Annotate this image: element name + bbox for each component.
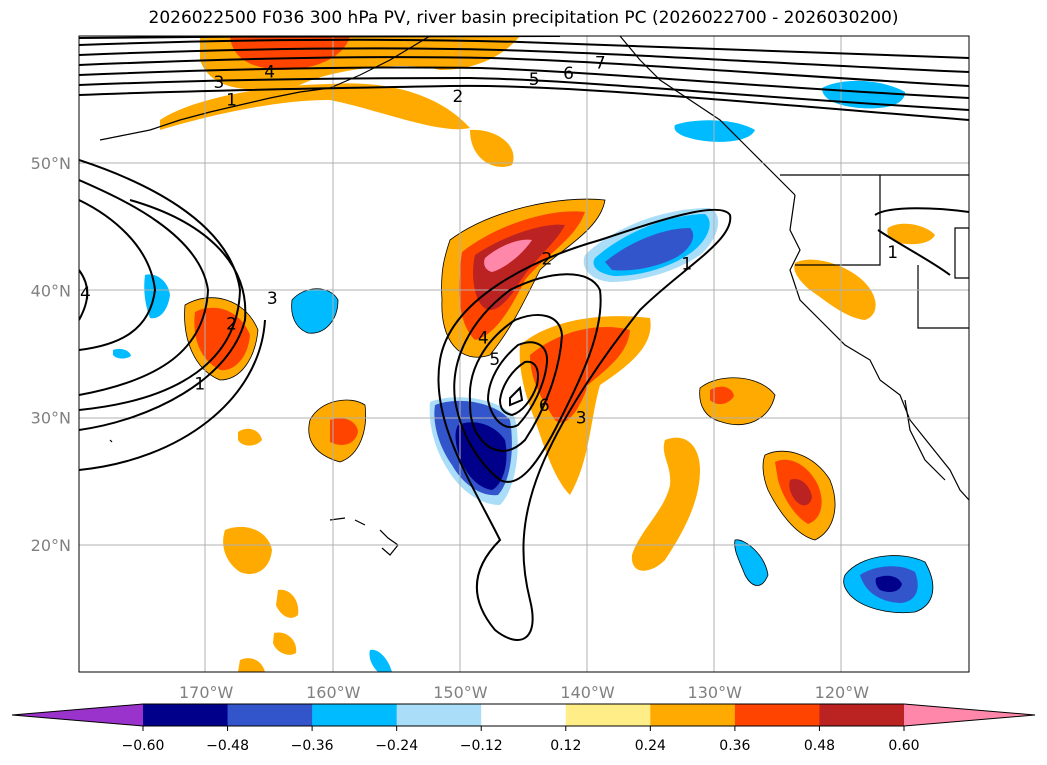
lon-tick-label: 140°W	[560, 683, 615, 702]
colorbar-segment	[734, 704, 820, 726]
colorbar-tick-label: −0.60	[122, 738, 165, 754]
contour-label: 2	[226, 314, 237, 334]
colorbar-tick-label: 0.36	[719, 738, 750, 754]
latitude-labels: 20°N 30°N 40°N 50°N	[31, 154, 71, 555]
contour-label: 4	[80, 284, 91, 304]
colorbar-segment	[312, 704, 398, 726]
lon-tick-label: 150°W	[433, 683, 488, 702]
colorbar-extend-min	[12, 704, 143, 726]
lon-tick-label: 160°W	[306, 683, 361, 702]
colorbar-segment	[565, 704, 651, 726]
colorbar-tick-label: 0.24	[635, 738, 666, 754]
contour-label: 4	[264, 63, 275, 83]
lat-tick-label: 20°N	[31, 536, 71, 555]
colorbar-segment	[819, 704, 905, 726]
contour-label: 1	[226, 91, 237, 111]
contour-label: 1	[194, 374, 205, 394]
colorbar-extend-max	[904, 704, 1035, 726]
lat-tick-label: 30°N	[31, 409, 71, 428]
contour-label: 3	[576, 409, 587, 429]
contour-label: 6	[539, 396, 550, 416]
colorbar-segment	[481, 704, 567, 726]
colorbar-segment	[396, 704, 482, 726]
lon-tick-label: 120°W	[815, 683, 870, 702]
contour-label: 3	[267, 289, 278, 309]
contour-label: 7	[595, 54, 606, 74]
longitude-labels: 170°W 160°W 150°W 140°W 130°W 120°W	[179, 683, 869, 702]
pv-contours	[79, 36, 969, 641]
contour-label: 3	[213, 73, 224, 93]
contour-label: 6	[563, 64, 574, 84]
colorbar-tick-label: 0.60	[888, 738, 919, 754]
contour-label: 2	[541, 250, 552, 270]
colorbar-segment	[650, 704, 736, 726]
chart-title: 2026022500 F036 300 hPa PV, river basin …	[148, 8, 899, 28]
contour-label: 4	[478, 328, 489, 348]
plot-frame	[78, 35, 970, 673]
contour-label: 5	[489, 350, 500, 370]
negative-anomaly-fields	[113, 80, 933, 672]
colorbar-labels: −0.60 −0.48 −0.36 −0.24 −0.12 0.12 0.24 0.36 0.4…	[122, 726, 920, 754]
lat-tick-label: 40°N	[31, 281, 71, 300]
anomaly-outlines	[184, 198, 934, 614]
colorbar-tick-label: 0.12	[550, 738, 581, 754]
colorbar-tick-label: 0.48	[804, 738, 835, 754]
contour-label: 1	[887, 243, 898, 263]
colorbar	[11, 703, 1036, 727]
colorbar-segment	[227, 704, 313, 726]
contour-label: 5	[529, 70, 540, 90]
colorbar-tick-label: −0.48	[206, 738, 249, 754]
lat-tick-label: 50°N	[31, 154, 71, 173]
colorbar-tick-label: −0.36	[291, 738, 334, 754]
colorbar-tick-label: −0.12	[460, 738, 503, 754]
colorbar-segment	[143, 704, 229, 726]
contour-label: 2	[452, 87, 463, 107]
lon-tick-label: 170°W	[179, 683, 234, 702]
contour-label: 1	[681, 255, 692, 275]
colorbar-tick-label: −0.24	[375, 738, 418, 754]
lon-tick-label: 130°W	[688, 683, 743, 702]
